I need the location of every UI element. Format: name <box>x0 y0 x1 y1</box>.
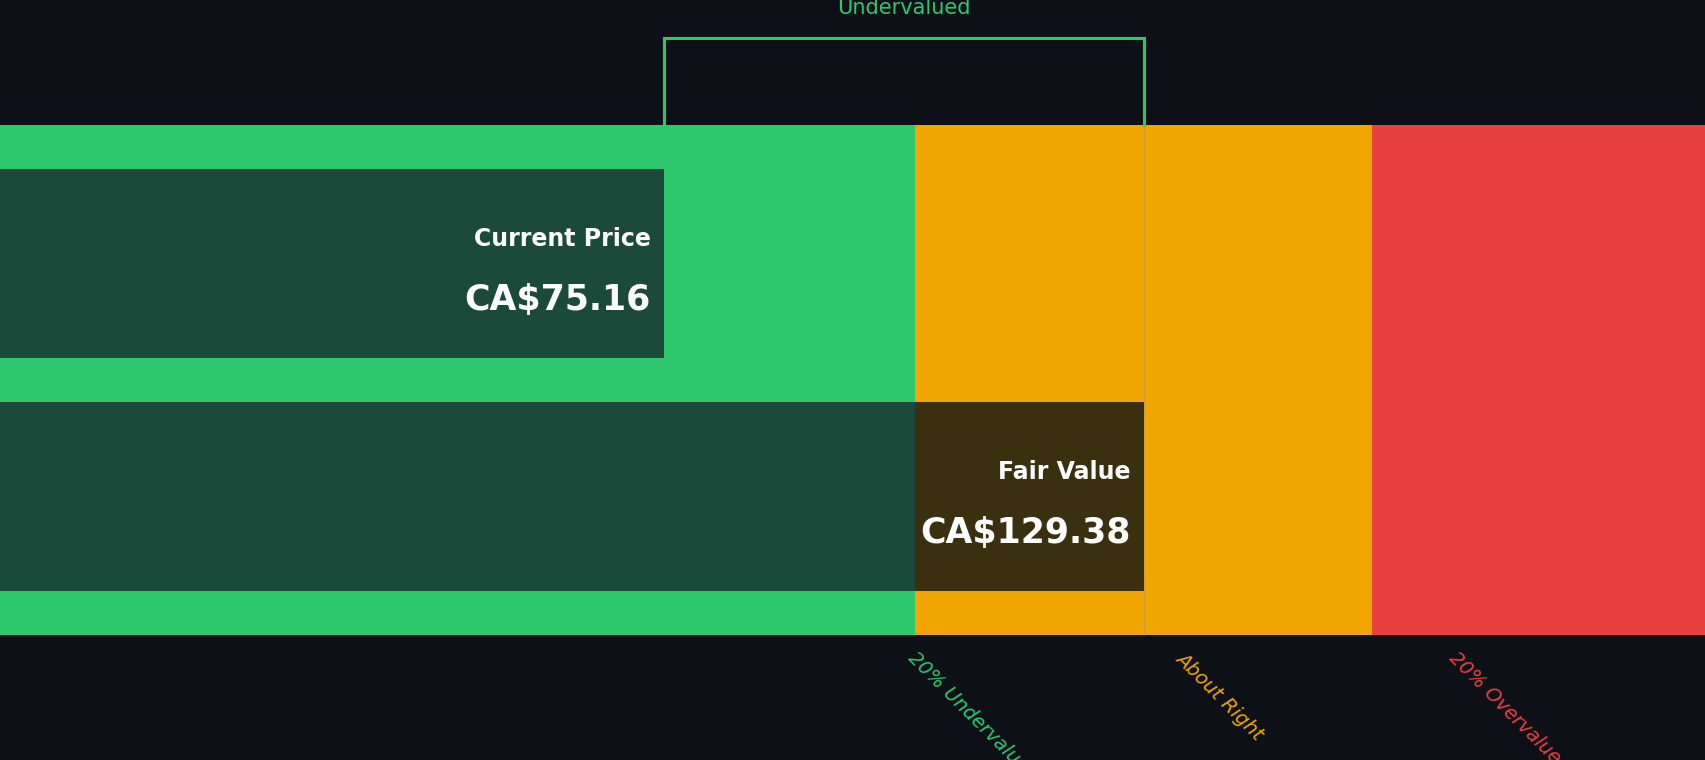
Bar <box>0 169 663 358</box>
Bar <box>914 125 1371 635</box>
Text: CA$129.38: CA$129.38 <box>919 516 1130 549</box>
Text: CA$75.16: CA$75.16 <box>464 283 651 317</box>
Text: Current Price: Current Price <box>474 227 651 252</box>
Text: About Right: About Right <box>1171 648 1267 743</box>
Bar <box>914 402 1142 591</box>
Text: 20% Undervalued: 20% Undervalued <box>904 648 1040 760</box>
Bar <box>0 402 1142 591</box>
Text: Fair Value: Fair Value <box>997 460 1130 484</box>
Text: 20% Overvalued: 20% Overvalued <box>1444 648 1572 760</box>
Text: Undervalued: Undervalued <box>837 0 970 17</box>
Bar <box>0 125 914 635</box>
Bar <box>1371 125 1705 635</box>
